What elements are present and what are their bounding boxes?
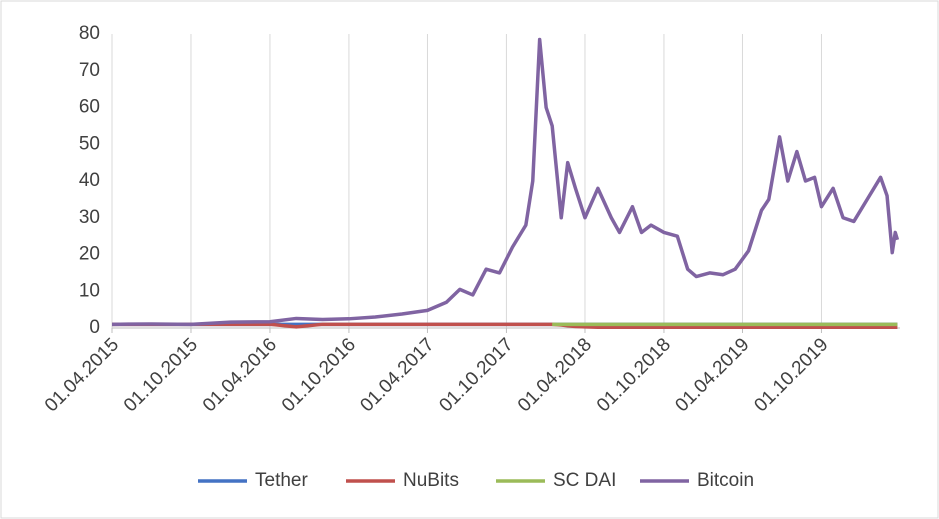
series-line: [111, 37, 900, 327]
legend-label: Bitcoin: [697, 470, 754, 491]
y-tick-label: 20: [79, 244, 100, 265]
y-tick-label: 10: [79, 280, 100, 301]
series-line: [112, 322, 898, 330]
y-tick-label: 0: [89, 317, 100, 338]
legend-label: SC DAI: [553, 470, 616, 491]
y-tick-label: 40: [79, 170, 100, 191]
y-tick-label: 30: [79, 207, 100, 228]
y-tick-label: 70: [79, 60, 100, 81]
legend-label: NuBits: [403, 470, 459, 491]
y-tick-label: 50: [79, 133, 100, 154]
legend-label: Tether: [255, 470, 308, 491]
y-tick-label: 80: [79, 23, 100, 44]
y-tick-label: 60: [79, 97, 100, 118]
